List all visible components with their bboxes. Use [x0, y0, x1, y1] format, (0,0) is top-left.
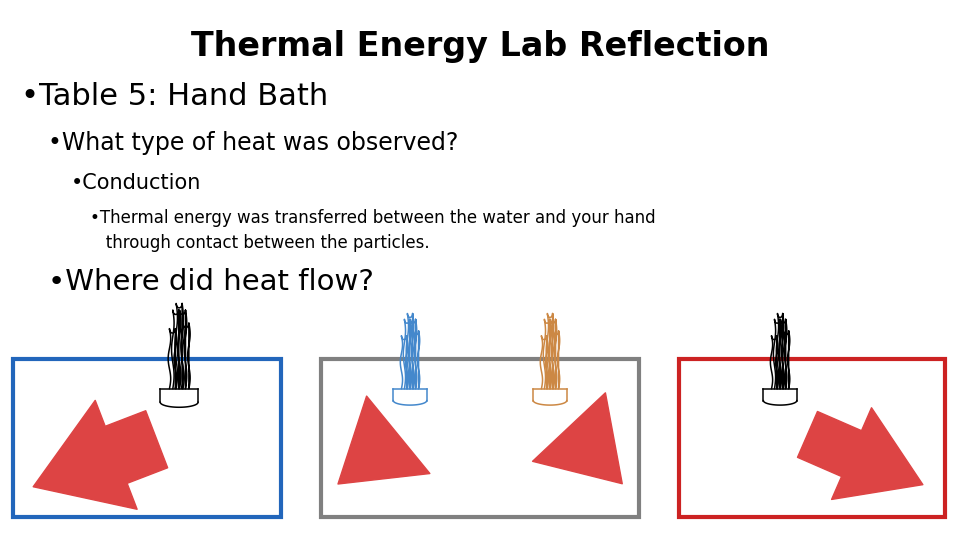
Bar [679, 359, 946, 517]
Bar [12, 359, 281, 517]
Text: •Thermal energy was transferred between the water and your hand
   through conta: •Thermal energy was transferred between … [90, 208, 656, 252]
Text: •Where did heat flow?: •Where did heat flow? [47, 268, 373, 296]
Text: Thermal Energy Lab Reflection: Thermal Energy Lab Reflection [191, 30, 769, 64]
Text: •Conduction: •Conduction [70, 173, 201, 193]
Bar [321, 359, 639, 517]
Text: •Table 5: Hand Bath: •Table 5: Hand Bath [21, 82, 328, 111]
Text: •What type of heat was observed?: •What type of heat was observed? [47, 131, 458, 156]
